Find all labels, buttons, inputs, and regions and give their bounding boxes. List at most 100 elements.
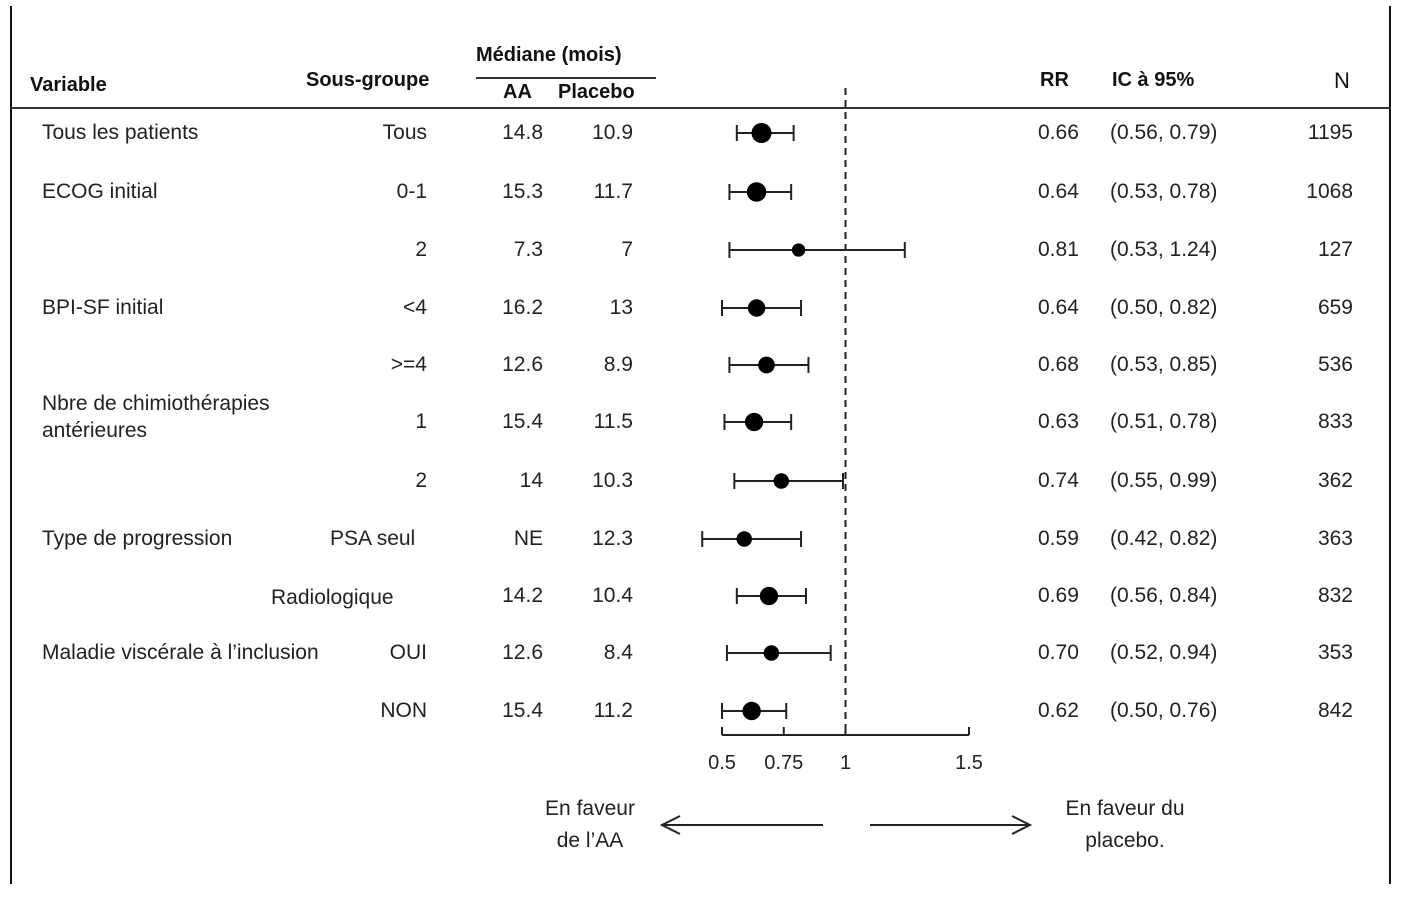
header-n: N	[1334, 68, 1350, 93]
header-subgroup: Sous-groupe	[306, 69, 430, 91]
row-median-placebo: 8.4	[603, 641, 633, 664]
row-median-aa: 14	[519, 469, 543, 492]
row-median-placebo: 10.4	[592, 584, 633, 607]
right-border	[1389, 6, 1391, 884]
row-subgroup: PSA seul	[330, 527, 416, 550]
point-estimate	[736, 531, 752, 547]
row-variable-line2: antérieures	[42, 419, 148, 442]
row-subgroup: <4	[403, 296, 427, 319]
median-underline	[476, 77, 656, 79]
x-tick-label: 1.5	[955, 752, 983, 774]
row-variable: Type de progression	[42, 527, 233, 550]
row-n: 659	[1317, 296, 1353, 319]
point-estimate	[744, 412, 764, 432]
row-median-aa: 12.6	[502, 353, 543, 376]
point-estimate	[773, 473, 790, 489]
point-estimate	[763, 645, 780, 661]
row-median-aa: NE	[513, 527, 543, 550]
row-median-placebo: 11.5	[593, 410, 633, 433]
row-variable: ECOG initial	[42, 180, 158, 203]
row-n: 362	[1317, 469, 1353, 492]
point-estimate	[751, 123, 772, 143]
row-median-placebo: 11.2	[593, 699, 633, 722]
point-estimate	[758, 356, 775, 374]
row-subgroup: Radiologique	[271, 586, 394, 609]
header-median: Médiane (mois)	[476, 44, 622, 66]
row-rr: 0.74	[1038, 469, 1079, 492]
row-subgroup: Tous	[382, 121, 427, 144]
x-tick-label: 0.75	[764, 752, 803, 774]
row-ci: (0.55, 0.99)	[1110, 469, 1218, 492]
header-variable: Variable	[30, 74, 107, 96]
row-median-placebo: 7	[621, 238, 633, 261]
row-median-placebo: 10.3	[592, 469, 633, 492]
row-median-aa: 15.3	[502, 180, 543, 203]
row-rr: 0.63	[1038, 410, 1079, 433]
row-ci: (0.50, 0.82)	[1110, 296, 1218, 319]
row-n: 833	[1317, 410, 1353, 433]
header-aa: AA	[503, 81, 532, 103]
header-ci: IC à 95%	[1112, 69, 1195, 91]
row-median-placebo: 10.9	[592, 121, 633, 144]
header-placebo: Placebo	[558, 81, 635, 103]
row-rr: 0.81	[1038, 238, 1079, 261]
row-median-aa: 15.4	[502, 410, 543, 433]
favour-placebo-line1: En faveur du	[1065, 797, 1185, 820]
row-subgroup: 0-1	[396, 180, 427, 203]
row-ci: (0.51, 0.78)	[1110, 410, 1218, 433]
point-estimate	[747, 299, 766, 317]
row-rr: 0.68	[1038, 353, 1079, 376]
row-n: 127	[1317, 238, 1353, 261]
row-ci: (0.50, 0.76)	[1110, 699, 1218, 722]
row-rr: 0.70	[1038, 641, 1079, 664]
row-n: 536	[1317, 353, 1353, 376]
row-rr: 0.62	[1038, 699, 1079, 722]
header-rule	[10, 107, 1391, 109]
row-ci: (0.56, 0.84)	[1110, 584, 1218, 607]
left-border	[10, 6, 12, 884]
header-rr: RR	[1040, 69, 1069, 91]
row-n: 1195	[1307, 121, 1353, 144]
row-ci: (0.53, 0.78)	[1110, 180, 1218, 203]
row-variable: Tous les patients	[42, 121, 199, 144]
row-median-aa: 16.2	[502, 296, 543, 319]
row-median-aa: 14.2	[502, 584, 543, 607]
x-tick-label: 1	[840, 752, 851, 774]
row-subgroup: 2	[415, 469, 427, 492]
row-subgroup: >=4	[390, 353, 427, 376]
point-estimate	[791, 243, 806, 257]
favour-placebo-line2: placebo.	[1085, 829, 1165, 852]
row-n: 363	[1317, 527, 1353, 550]
point-estimate	[742, 701, 761, 721]
row-median-aa: 12.6	[502, 641, 543, 664]
row-rr: 0.66	[1038, 121, 1079, 144]
row-rr: 0.64	[1038, 296, 1079, 319]
row-ci: (0.53, 1.24)	[1110, 238, 1218, 261]
row-median-placebo: 12.3	[592, 527, 633, 550]
row-rr: 0.59	[1038, 527, 1079, 550]
row-median-aa: 7.3	[513, 238, 543, 261]
x-tick-label: 0.5	[708, 752, 736, 774]
ci-bar	[728, 242, 906, 258]
row-n: 832	[1317, 584, 1353, 607]
point-estimate	[746, 182, 767, 202]
row-median-placebo: 8.9	[603, 353, 633, 376]
row-subgroup: 2	[415, 238, 427, 261]
row-n: 353	[1317, 641, 1353, 664]
point-estimate	[759, 586, 779, 606]
row-median-placebo: 11.7	[593, 180, 633, 203]
favour-aa-line1: En faveur	[545, 797, 635, 820]
row-ci: (0.52, 0.94)	[1110, 641, 1218, 664]
favour-placebo-arrow	[870, 815, 1033, 835]
row-median-aa: 15.4	[502, 699, 543, 722]
row-ci: (0.53, 0.85)	[1110, 353, 1218, 376]
favour-aa-arrow	[659, 815, 823, 835]
row-n: 1068	[1306, 180, 1353, 203]
row-n: 842	[1317, 699, 1353, 722]
row-variable: Nbre de chimiothérapies	[42, 392, 270, 415]
row-rr: 0.64	[1038, 180, 1079, 203]
row-subgroup: 1	[415, 410, 427, 433]
row-variable: Maladie viscérale à l’inclusion	[42, 641, 319, 664]
row-median-placebo: 13	[609, 296, 633, 319]
